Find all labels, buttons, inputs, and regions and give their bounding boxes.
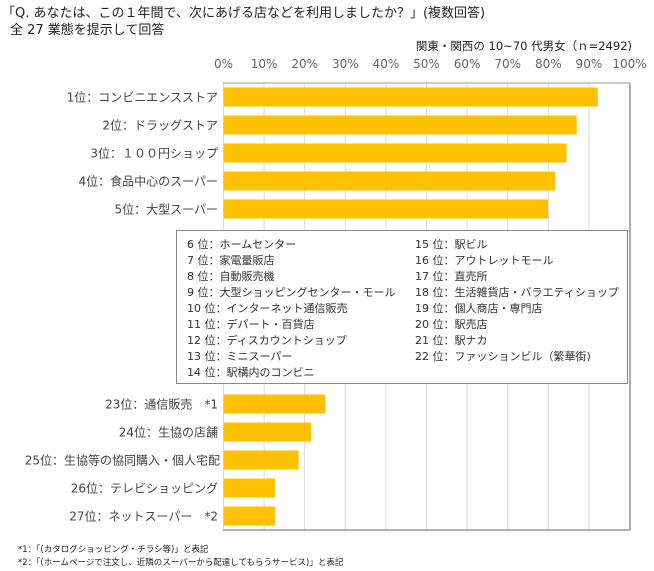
x-tick-label: 40% (372, 57, 400, 71)
bar (223, 450, 299, 470)
rank-list-item: 10 位：インターネット通信販売 (187, 302, 348, 315)
rank-list-item: 9 位：大型ショッピングセンター・モール (187, 286, 396, 299)
rank-list-item: 18 位：生活雑貨店・バラエティショップ (415, 286, 619, 299)
rank-list-item: 7 位：家電量販店 (187, 254, 275, 267)
bar (223, 87, 598, 107)
x-tick-label: 90% (575, 57, 603, 71)
rank-list-item: 11 位：デパート・百貨店 (187, 318, 315, 331)
category-label: 1位：コンビニエンスストア (66, 90, 218, 105)
sample-note: 関東・関西の 10~70 代男女（ｎ=2492) (415, 39, 632, 53)
rank-list-item: 19 位：個人商店・専門店 (415, 302, 543, 315)
category-label: 25位：生協等の協同購入・個人宅配 (24, 453, 220, 468)
middle-ranks-box: 6 位：ホームセンター 7 位：家電量販店 8 位：自動販売機 9 位：大型ショッピン… (176, 230, 628, 384)
footnote-2: *2：「(ホームページで注文し、近隣のスーパーから配達してもらうサービス)」と表… (18, 558, 344, 568)
rank-list-item: 22 位：ファッションビル（繁華街) (415, 350, 591, 363)
category-label: 3位：１００円ショップ (90, 146, 218, 161)
rank-list-item: 14 位：駅構内のコンビニ (187, 366, 315, 379)
footnote-1: *1：「(カタログショッピング・チラシ等)」と表記 (18, 545, 209, 555)
category-label: 26位：テレビショッピング (70, 481, 218, 496)
x-tick-label: 100% (612, 57, 647, 71)
x-tick-label: 60% (453, 57, 481, 71)
bar (223, 422, 312, 442)
rank-list-item: 8 位：自動販売機 (187, 270, 275, 283)
category-label: 27位：ネットスーパー *2 (69, 509, 218, 524)
category-label: 2位：ドラッグストア (102, 118, 218, 133)
rank-list-item: 6 位：ホームセンター (187, 238, 297, 251)
rank-list-item: 21 位：駅ナカ (415, 334, 488, 347)
x-tick-label: 80% (534, 57, 562, 71)
rank-list-item: 17 位：直売所 (415, 270, 488, 283)
x-tick-label: 0% (213, 57, 234, 71)
x-tick-label: 20% (291, 57, 319, 71)
x-tick-label: 10% (250, 57, 278, 71)
category-label: 23位：通信販売 *1 (105, 397, 218, 412)
chart-title: 「Q. あなたは、この１年間で、次にあげる店などを利用しましたか？」(複数回答) (2, 6, 486, 21)
bar (223, 394, 326, 414)
rank-list-item: 12 位：ディスカウントショップ (187, 334, 347, 347)
rank-list-item: 13 位：ミニスーパー (187, 350, 293, 363)
x-tick-label: 50% (413, 57, 440, 71)
bar (223, 115, 577, 135)
rank-list-item: 15 位：駅ビル (415, 238, 488, 251)
rank-list-item: 16 位：アウトレットモール (415, 254, 554, 267)
bar (223, 199, 548, 219)
category-label: 5位：大型スーパー (114, 202, 218, 217)
x-tick-label: 70% (494, 57, 522, 71)
rank-list-item: 20 位：駅売店 (415, 318, 488, 331)
chart-subtitle: 全 27 業態を提示して回答 (10, 23, 165, 38)
bar (223, 506, 276, 526)
category-label: 4位：食品中心のスーパー (78, 174, 218, 189)
category-label: 24位：生協の店舗 (118, 425, 218, 440)
bar (223, 478, 276, 498)
x-tick-label: 30% (331, 57, 359, 71)
bar (223, 171, 556, 191)
bar (223, 143, 567, 163)
